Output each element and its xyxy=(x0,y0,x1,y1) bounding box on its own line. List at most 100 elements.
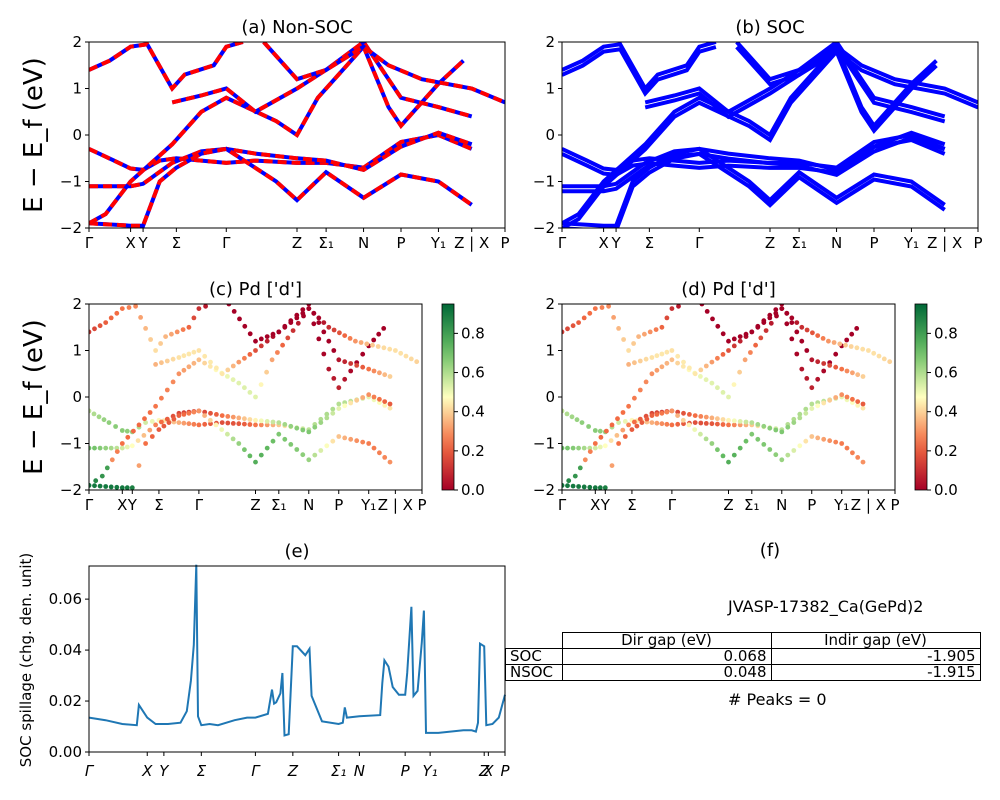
projected-point xyxy=(129,485,135,490)
projected-point xyxy=(587,445,593,451)
projected-point xyxy=(186,421,192,427)
projected-point xyxy=(371,368,377,374)
projected-point xyxy=(860,405,866,411)
projected-point xyxy=(321,320,327,325)
projected-point xyxy=(225,431,230,437)
projected-point xyxy=(196,348,202,353)
table-cell-indir: -1.915 xyxy=(770,664,981,681)
panel-d-x-tick-label: N xyxy=(776,496,787,514)
panel-d-y-tick-label: 2 xyxy=(545,295,555,313)
projected-point xyxy=(570,323,576,329)
projected-point xyxy=(637,358,643,364)
projected-point xyxy=(632,360,637,366)
projected-point xyxy=(258,452,264,458)
panel-c-y-tick-label: −2 xyxy=(60,481,82,499)
projected-point xyxy=(247,331,253,337)
projected-point xyxy=(174,329,180,335)
colorbar-tick-label: 0.8 xyxy=(461,324,485,342)
panel-c-y-tick-label: 0 xyxy=(72,388,82,406)
panel-b-x-tick-label: Γ xyxy=(695,234,704,252)
projected-point xyxy=(398,350,404,356)
projected-point xyxy=(294,425,300,431)
projected-point xyxy=(649,413,655,418)
projected-point xyxy=(375,344,381,349)
projected-point xyxy=(316,315,322,321)
panel-c-x-tick-label: Z | X xyxy=(378,496,413,514)
projected-point xyxy=(316,320,322,325)
projected-point xyxy=(737,422,743,428)
projected-point xyxy=(143,326,149,331)
colorbar-tick-label: 0.0 xyxy=(934,481,958,499)
projected-point xyxy=(382,372,388,378)
projected-point xyxy=(253,459,258,465)
projected-point xyxy=(737,369,742,375)
projected-point xyxy=(236,359,242,365)
projected-point xyxy=(92,326,97,332)
projected-point xyxy=(833,395,839,400)
colorbar-tick-label: 0.0 xyxy=(461,481,485,499)
panel-e-x-tick-label: Σ₁ xyxy=(331,762,347,780)
projected-point xyxy=(135,438,141,443)
projected-point xyxy=(108,315,114,321)
projected-point xyxy=(253,422,258,428)
projected-point xyxy=(731,336,737,342)
colorbar-tick-label: 0.6 xyxy=(934,364,958,382)
projected-point xyxy=(382,399,388,404)
projected-point xyxy=(403,353,409,359)
panel-c-y-tick-label: 2 xyxy=(72,295,82,313)
projected-point xyxy=(749,329,755,335)
band-line-soc-split xyxy=(562,47,938,228)
projected-point xyxy=(364,341,370,347)
projected-point xyxy=(587,449,593,454)
panel-a-x-tick-label: X xyxy=(125,234,135,252)
table-row-label: NSOC xyxy=(505,664,563,681)
projected-point xyxy=(664,409,670,415)
projected-point xyxy=(360,351,366,357)
projected-point xyxy=(626,348,631,353)
projected-point xyxy=(342,403,348,409)
projected-point xyxy=(794,351,800,357)
panel-b-x-tick-label: X xyxy=(598,234,608,252)
projected-point xyxy=(318,448,324,453)
panel-d-y-tick-label: 1 xyxy=(545,342,555,360)
panel-b-x-tick-label: Z xyxy=(765,234,775,252)
projected-point xyxy=(675,421,681,427)
projected-point xyxy=(789,315,795,321)
projected-point xyxy=(348,436,354,442)
projected-point xyxy=(371,445,377,451)
projected-point xyxy=(643,379,649,385)
projected-point xyxy=(669,348,675,353)
projected-point xyxy=(294,315,300,321)
projected-point xyxy=(622,419,628,424)
projected-point xyxy=(680,364,686,369)
projected-point xyxy=(119,428,125,433)
projected-point xyxy=(809,434,815,439)
projected-point xyxy=(207,364,213,369)
projected-point xyxy=(161,423,167,429)
panel-a-x-tick-label: Z xyxy=(292,234,302,252)
projected-point xyxy=(247,453,253,459)
projected-point xyxy=(219,427,225,432)
projected-point xyxy=(763,328,769,333)
projected-point xyxy=(149,419,155,424)
projected-point xyxy=(566,478,572,484)
projected-point xyxy=(731,382,737,387)
projected-point xyxy=(97,483,103,489)
panel-b-x-tick-label: Y₁ xyxy=(903,234,919,252)
projected-point xyxy=(654,420,660,426)
projected-point xyxy=(101,417,107,423)
panel-c-y-tick-label: 1 xyxy=(72,342,82,360)
projected-point xyxy=(632,419,637,425)
projected-point xyxy=(377,450,382,456)
panel-a-title: (a) Non-SOC xyxy=(241,17,352,38)
band-line-soc-split xyxy=(562,151,946,228)
projected-point xyxy=(377,396,382,402)
projected-point xyxy=(850,450,855,456)
panel-c-title: (c) Pd ['d'] xyxy=(209,279,302,300)
projected-point xyxy=(382,455,388,460)
projected-point xyxy=(615,416,620,422)
projected-point xyxy=(592,485,598,490)
projected-point xyxy=(247,390,253,395)
panel-d-y-tick-label: 0 xyxy=(545,388,555,406)
